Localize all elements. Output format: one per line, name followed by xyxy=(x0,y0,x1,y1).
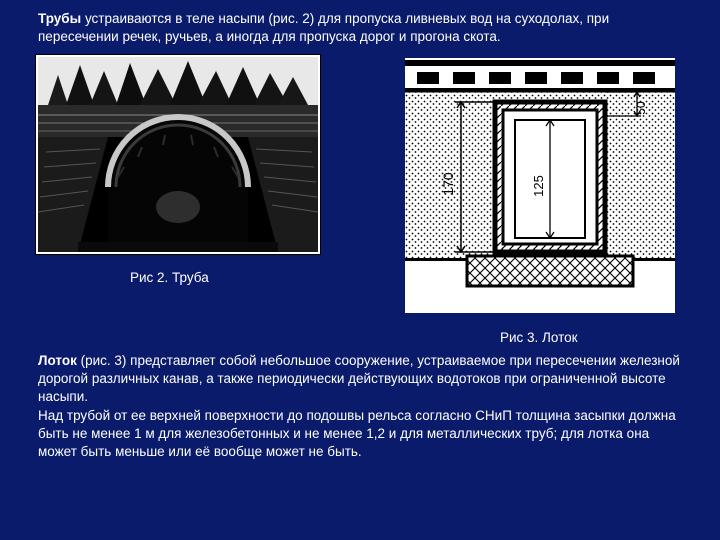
dim-inner-height: 125 xyxy=(531,175,546,197)
bottom-text-1: (рис. 3) представляет собой небольшое со… xyxy=(38,353,680,404)
culvert-illustration xyxy=(38,57,318,252)
dim-top-thickness: 50 xyxy=(634,101,648,115)
figure-2 xyxy=(36,55,320,254)
intro-paragraph: Трубы устраиваются в теле насыпи (рис. 2… xyxy=(38,10,678,46)
figure-3-caption: Рис 3. Лоток xyxy=(500,330,578,345)
intro-bold: Трубы xyxy=(38,11,81,26)
flume-diagram: 170 125 50 xyxy=(405,58,675,313)
bottom-bold: Лоток xyxy=(38,353,77,368)
dim-outer-height: 170 xyxy=(440,172,456,196)
intro-text: устраиваются в теле насыпи (рис. 2) для … xyxy=(38,11,609,44)
figure-2-caption: Рис 2. Труба xyxy=(130,270,209,285)
bottom-paragraph: Лоток (рис. 3) представляет собой неболь… xyxy=(38,352,688,461)
figure-3: 170 125 50 xyxy=(405,58,675,313)
bottom-text-2: Над трубой от ее верхней поверхности до … xyxy=(38,408,676,459)
